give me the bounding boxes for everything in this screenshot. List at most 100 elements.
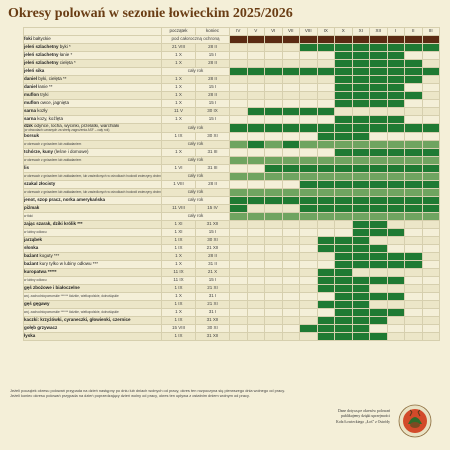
- month-cell: [369, 147, 388, 157]
- month-cell: [369, 139, 388, 149]
- month-cell: [246, 323, 265, 333]
- species-cell: jeleń szlachetny byki *: [23, 43, 162, 52]
- month-cell: [281, 227, 300, 237]
- month-cell: [351, 235, 370, 245]
- month-cell: [404, 163, 423, 173]
- month-cell: [421, 227, 440, 237]
- month-cell: [281, 211, 300, 221]
- month-cell: [281, 99, 300, 108]
- month-cell: [264, 155, 283, 165]
- season-end: 28 II: [195, 43, 230, 52]
- month-cell: [386, 203, 405, 213]
- month-cell: [299, 171, 318, 181]
- table-row: sarna kozły 11 V 30 IX: [23, 107, 440, 116]
- month-cell: [264, 315, 283, 325]
- month-cell: [264, 115, 283, 124]
- month-cell: [421, 131, 440, 141]
- month-cell: [369, 123, 388, 133]
- month-cell: [386, 251, 405, 261]
- month-cell: [351, 35, 370, 44]
- month-cell: [369, 171, 388, 181]
- month-cell: [316, 75, 335, 84]
- month-cell: [299, 131, 318, 141]
- month-cell: [229, 107, 248, 116]
- page-title: Okresy polowań w sezonie łowieckim 2025/…: [8, 6, 293, 21]
- species-name: muflon: [24, 92, 40, 98]
- species-cell: szakal złocisty: [23, 179, 162, 189]
- month-cell: [404, 155, 423, 165]
- month-cell: [334, 51, 353, 60]
- month-cell: [351, 227, 370, 237]
- month-cell: [316, 283, 335, 293]
- month-cell: [386, 315, 405, 325]
- month-cell: [351, 267, 370, 277]
- month-cell: [246, 51, 265, 60]
- month-cell: [264, 331, 283, 341]
- species-cell: borsuk: [23, 131, 162, 141]
- credit-line: Koła Łowieckiego „Łoś” z Ostródy: [336, 419, 390, 424]
- month-cell: [351, 67, 370, 76]
- season-text: cały rok: [161, 211, 230, 221]
- species-note: w tłoki: [24, 213, 33, 218]
- month-cell: [264, 323, 283, 333]
- month-cell: [386, 83, 405, 92]
- month-cell: [351, 307, 370, 317]
- header-month: XII: [369, 27, 388, 36]
- month-cell: [316, 203, 335, 213]
- month-cell: [299, 283, 318, 293]
- month-cell: [334, 307, 353, 317]
- month-cell: [281, 59, 300, 68]
- month-cell: [351, 331, 370, 341]
- table-row: gołęb grzywacz 15 VIII 30 XI: [23, 323, 440, 333]
- table-row: bażant koguty *** 1 X 28 II: [23, 251, 440, 261]
- month-cell: [334, 91, 353, 100]
- month-cell: [386, 43, 405, 52]
- month-cell: [421, 251, 440, 261]
- header-month: V: [246, 27, 265, 36]
- month-cell: [351, 43, 370, 52]
- month-cell: [299, 331, 318, 341]
- month-cell: [351, 139, 370, 149]
- month-cell: [246, 147, 265, 157]
- month-cell: [264, 187, 283, 197]
- month-cell: [421, 99, 440, 108]
- season-start: 1 IX: [161, 315, 196, 325]
- month-cell: [421, 331, 440, 341]
- month-cell: [334, 115, 353, 124]
- species-detail: byki, cielęta **: [37, 76, 67, 82]
- month-cell: [246, 283, 265, 293]
- header-month: III: [421, 27, 440, 36]
- month-cell: [386, 227, 405, 237]
- month-cell: [299, 107, 318, 116]
- species-cell: w okresach z gniazdem lub zakładaniem: [23, 139, 162, 149]
- month-cell: [334, 75, 353, 84]
- month-cell: [421, 107, 440, 116]
- month-cell: [334, 139, 353, 149]
- season-end: 30 XI: [195, 131, 230, 141]
- month-cell: [229, 35, 248, 44]
- month-cell: [369, 83, 388, 92]
- species-name: bażant: [24, 253, 39, 259]
- month-cell: [316, 251, 335, 261]
- month-cell: [281, 291, 300, 301]
- month-cell: [369, 163, 388, 173]
- month-cell: [246, 35, 265, 44]
- month-cell: [369, 275, 388, 285]
- month-cell: [264, 219, 283, 229]
- table-row: foki bałtyckie pod całoroczną ochroną: [23, 35, 440, 44]
- month-cell: [386, 219, 405, 229]
- month-cell: [264, 75, 283, 84]
- month-cell: [421, 139, 440, 149]
- season-start: 1 X: [161, 99, 196, 108]
- month-cell: [421, 307, 440, 317]
- month-cell: [316, 83, 335, 92]
- month-cell: [264, 267, 283, 277]
- month-cell: [264, 51, 283, 60]
- month-cell: [316, 307, 335, 317]
- month-cell: [386, 307, 405, 317]
- month-cell: [299, 115, 318, 124]
- season-start: 1 X: [161, 259, 196, 269]
- header-month: XI: [351, 27, 370, 36]
- table-row: gęś zbożowe i białoczelne 1 IX 21 XI: [23, 283, 440, 293]
- species-cell: muflon owce, jagnięta: [23, 99, 162, 108]
